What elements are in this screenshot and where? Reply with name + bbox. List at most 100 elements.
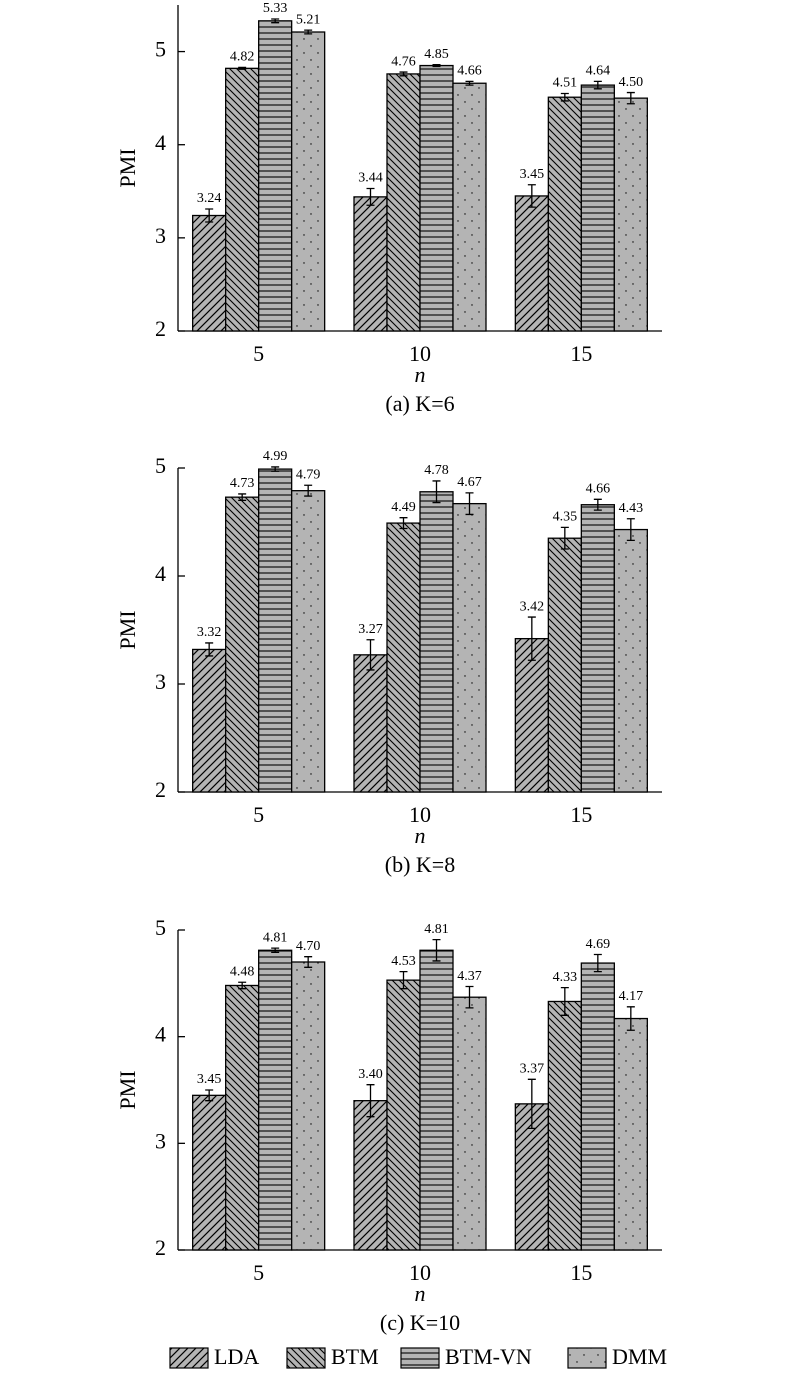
bar (386, 979, 421, 1251)
error-bar (593, 498, 602, 511)
bar (514, 195, 549, 332)
y-tick-label: 4 (155, 1022, 166, 1047)
caption: (c) K=10 (380, 1310, 460, 1335)
bar (291, 490, 326, 793)
value-label: 4.33 (553, 970, 578, 985)
x-tick-label: 5 (253, 802, 264, 827)
value-label: 4.81 (424, 922, 449, 937)
bar (353, 654, 388, 793)
error-bar (366, 187, 375, 206)
error-bar (432, 63, 441, 68)
bar (386, 73, 421, 332)
y-tick-label: 2 (155, 777, 166, 802)
legend-swatch (169, 1347, 209, 1369)
bar (580, 84, 615, 332)
value-label: 3.37 (520, 1062, 545, 1077)
error-bar (432, 480, 441, 504)
caption: (b) K=8 (385, 852, 455, 877)
bar (613, 528, 648, 793)
value-label: 4.50 (619, 75, 644, 90)
value-label: 3.42 (520, 599, 545, 614)
bar (192, 648, 227, 793)
error-bar (205, 642, 214, 657)
bar (353, 196, 388, 332)
value-label: 4.85 (424, 47, 449, 62)
legend-swatch (286, 1347, 326, 1369)
bar (291, 31, 326, 332)
bar (258, 949, 293, 1251)
error-bar (304, 484, 313, 497)
value-label: 3.45 (197, 1072, 222, 1087)
value-label: 4.35 (553, 510, 578, 525)
error-bar (399, 517, 408, 530)
bar (613, 1017, 648, 1251)
bar (452, 996, 487, 1251)
value-label: 5.33 (263, 1, 288, 16)
value-label: 4.64 (586, 64, 611, 79)
error-bar (366, 1084, 375, 1118)
y-tick-label: 2 (155, 316, 166, 341)
bar (225, 984, 260, 1251)
x-tick-label: 10 (409, 1260, 431, 1285)
x-tick-label: 5 (253, 1260, 264, 1285)
error-bar (560, 92, 569, 102)
bar (225, 67, 260, 332)
value-label: 3.40 (358, 1067, 383, 1082)
bar (419, 64, 454, 332)
bar (452, 502, 487, 793)
error-bar (271, 18, 280, 24)
y-tick-label: 5 (155, 453, 166, 478)
x-tick-label: 5 (253, 341, 264, 366)
y-tick-label: 2 (155, 1235, 166, 1260)
value-label: 4.78 (424, 463, 449, 478)
legend-label: LDA (214, 1344, 259, 1369)
error-bar (238, 981, 247, 990)
error-bar (527, 1078, 536, 1130)
x-axis-label: n (415, 1281, 426, 1306)
bar (258, 20, 293, 332)
error-bar (593, 953, 602, 973)
caption: (a) K=6 (385, 391, 454, 416)
y-tick-label: 5 (155, 37, 166, 62)
bar (258, 468, 293, 793)
value-label: 4.69 (586, 937, 611, 952)
error-bar (205, 208, 214, 223)
value-label: 3.24 (197, 191, 222, 206)
error-bar (626, 518, 635, 542)
bar (353, 1100, 388, 1251)
value-label: 4.67 (457, 475, 482, 490)
error-bar (465, 80, 474, 86)
legend-label: BTM (331, 1344, 379, 1369)
y-tick-label: 4 (155, 561, 166, 586)
error-bar (271, 947, 280, 954)
value-label: 4.76 (391, 54, 416, 69)
value-label: 3.27 (358, 622, 383, 637)
y-axis-label: PMI (115, 610, 140, 649)
y-axis-label: PMI (115, 1070, 140, 1109)
x-tick-label: 15 (570, 802, 592, 827)
bar (386, 522, 421, 793)
bar (419, 949, 454, 1251)
x-tick-label: 10 (409, 341, 431, 366)
legend-label: BTM-VN (445, 1344, 532, 1369)
y-tick-label: 5 (155, 915, 166, 940)
error-bar (465, 492, 474, 516)
value-label: 4.66 (586, 482, 611, 497)
value-label: 4.66 (457, 64, 482, 79)
value-label: 4.17 (619, 989, 644, 1004)
value-label: 4.53 (391, 954, 416, 969)
error-bar (626, 91, 635, 105)
value-label: 4.43 (619, 501, 644, 516)
error-bar (366, 639, 375, 671)
error-bar (527, 184, 536, 208)
value-label: 4.81 (263, 930, 288, 945)
error-bar (560, 526, 569, 550)
error-bar (304, 956, 313, 968)
bar (291, 961, 326, 1251)
error-bar (238, 66, 247, 70)
bar (452, 82, 487, 332)
bar (580, 504, 615, 793)
value-label: 4.82 (230, 50, 255, 65)
y-tick-label: 3 (155, 223, 166, 248)
x-tick-label: 10 (409, 802, 431, 827)
